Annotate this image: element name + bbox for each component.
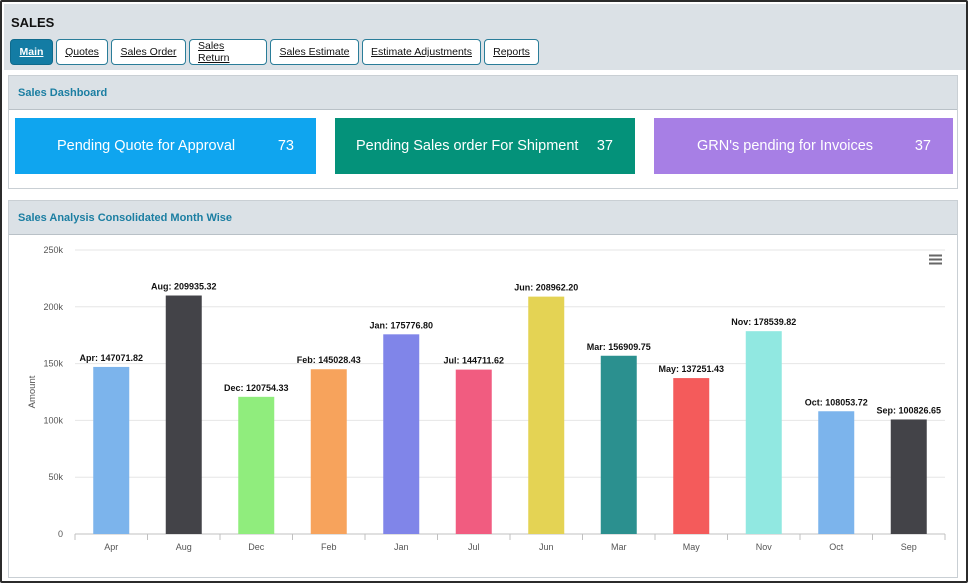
x-tick-label: Nov (756, 542, 773, 552)
tab-bar: Main Quotes Sales Order Sales Return Sal… (10, 39, 542, 65)
sales-dashboard-panel: Sales Dashboard Pending Quote for Approv… (8, 75, 958, 189)
grn-pending-count: 37 (914, 138, 931, 154)
data-label-aug: Aug: 209935.32 (151, 282, 217, 292)
data-label-apr: Apr: 147071.82 (79, 353, 143, 363)
bar-sep (890, 419, 927, 534)
sales-analysis-panel: Sales Analysis Consolidated Month Wise 0… (8, 200, 958, 578)
data-label-oct: Oct: 108053.72 (805, 397, 868, 407)
grn-pending-card[interactable]: GRN's pending for Invoices 37 (654, 118, 953, 174)
bar-dec (238, 396, 275, 534)
bar-feb (310, 369, 347, 534)
data-label-jun: Jun: 208962.20 (514, 283, 578, 293)
tab-estimate-adjustments[interactable]: Estimate Adjustments (362, 39, 481, 65)
data-label-may: May: 137251.43 (658, 364, 724, 374)
pending-shipment-count: 37 (596, 138, 613, 154)
y-axis-label: Amount (27, 375, 38, 408)
pending-quote-card[interactable]: Pending Quote for Approval 73 (15, 118, 316, 174)
y-tick-label: 50k (48, 472, 63, 482)
app-title: SALES (11, 15, 55, 30)
bar-oct (818, 411, 855, 534)
x-tick-label: Dec (248, 542, 265, 552)
tab-sales-return[interactable]: Sales Return (189, 39, 267, 65)
x-tick-label: Jun (539, 542, 554, 552)
x-tick-label: Sep (901, 542, 917, 552)
grn-pending-label: GRN's pending for Invoices (697, 138, 874, 154)
x-tick-label: Mar (611, 542, 627, 552)
data-label-nov: Nov: 178539.82 (731, 317, 796, 327)
chart-menu-button[interactable] (928, 253, 944, 267)
pending-quote-label: Pending Quote for Approval (57, 138, 236, 154)
bar-mar (600, 355, 637, 534)
data-label-dec: Dec: 120754.33 (224, 383, 289, 393)
sales-bar-chart: 0 50k 100k 150k 200k 250k Amount Apr: 147071.82… (27, 245, 946, 552)
x-tick-label: Apr (104, 542, 118, 552)
x-tick-label: Jan (394, 542, 409, 552)
tab-sales-estimate[interactable]: Sales Estimate (270, 39, 359, 65)
data-label-mar: Mar: 156909.75 (587, 342, 651, 352)
bar-jul (455, 369, 492, 534)
data-label-jul: Jul: 144711.62 (443, 356, 504, 366)
y-tick-label: 200k (43, 302, 63, 312)
tab-sales-order[interactable]: Sales Order (111, 39, 186, 65)
bar-aug (165, 295, 202, 534)
y-tick-label: 0 (58, 529, 63, 539)
data-label-feb: Feb: 145028.43 (297, 355, 361, 365)
bar-jun (528, 296, 565, 534)
sales-analysis-title: Sales Analysis Consolidated Month Wise (9, 201, 957, 235)
pending-shipment-card[interactable]: Pending Sales order For Shipment 37 (335, 118, 635, 174)
x-tick-label: Aug (176, 542, 192, 552)
bar-apr (93, 366, 130, 534)
x-tick-label: May (683, 542, 701, 552)
tab-quotes[interactable]: Quotes (56, 39, 108, 65)
y-tick-label: 150k (43, 359, 63, 369)
y-tick-label: 100k (43, 415, 63, 425)
y-tick-label: 250k (43, 245, 63, 255)
data-label-jan: Jan: 175776.80 (369, 320, 433, 330)
tab-main[interactable]: Main (10, 39, 53, 65)
x-tick-label: Feb (321, 542, 337, 552)
sales-dashboard-title: Sales Dashboard (9, 76, 957, 110)
x-tick-label: Jul (468, 542, 480, 552)
hamburger-menu-icon (929, 254, 942, 265)
bar-jan (383, 334, 420, 534)
pending-quote-count: 73 (277, 138, 294, 154)
tab-reports[interactable]: Reports (484, 39, 539, 65)
app-header: SALES Main Quotes Sales Order Sales Retu… (4, 4, 966, 70)
bar-may (673, 378, 710, 534)
pending-shipment-label: Pending Sales order For Shipment (356, 138, 579, 154)
x-tick-label: Oct (829, 542, 844, 552)
bar-nov (745, 331, 782, 534)
data-label-sep: Sep: 100826.65 (876, 405, 941, 415)
